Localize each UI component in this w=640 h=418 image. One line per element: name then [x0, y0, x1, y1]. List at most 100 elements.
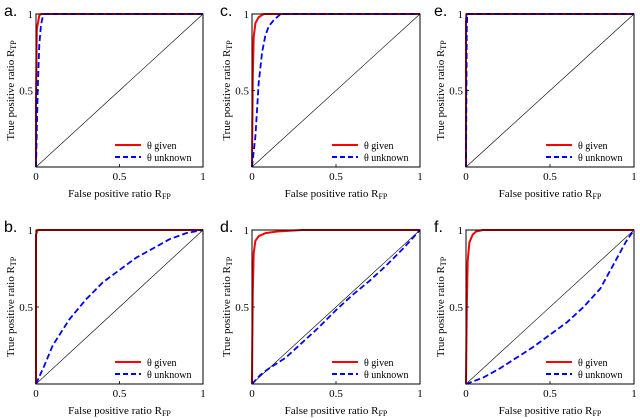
x-axis-label-main: False positive ratio R: [499, 188, 593, 200]
x-tick-label: 0: [249, 171, 255, 183]
x-axis-label-subscript: FP: [378, 192, 387, 201]
x-tick-label: 0.5: [543, 388, 557, 400]
x-tick-label: 0.5: [113, 171, 127, 183]
y-axis-label-main: True positive ratio R: [435, 49, 447, 141]
legend-label: θ given: [364, 141, 394, 152]
y-axis-label: True positive ratio RTP: [5, 256, 18, 357]
y-axis-label: True positive ratio RTP: [435, 40, 448, 141]
legend-label: θ given: [147, 141, 177, 152]
x-axis-label: False positive ratio RFP: [285, 188, 388, 201]
y-axis-label-subscript: TP: [439, 40, 448, 50]
diagonal-reference-line: [35, 229, 204, 385]
y-axis-label-subscript: TP: [9, 256, 18, 266]
panel-label: b.: [4, 219, 17, 236]
y-tick-label: 1: [458, 9, 464, 21]
legend-label: θ given: [364, 358, 394, 369]
x-axis-label: False positive ratio RFP: [499, 405, 602, 418]
x-tick-label: 0: [463, 171, 469, 183]
y-axis-label-main: True positive ratio R: [221, 266, 233, 358]
y-axis-label-main: True positive ratio R: [221, 49, 233, 141]
x-axis-label-main: False positive ratio R: [499, 405, 593, 417]
x-axis-label: False positive ratio RFP: [285, 405, 388, 418]
x-axis-label-main: False positive ratio R: [285, 188, 379, 200]
legend-label: θ unknown: [147, 370, 192, 381]
y-tick-label: 1: [244, 225, 250, 237]
legend-label: θ given: [578, 141, 608, 152]
legend-label: θ unknown: [578, 153, 623, 164]
legend-box: [111, 353, 201, 381]
y-tick-label: 0.5: [235, 86, 249, 98]
diagonal-reference-line: [35, 13, 204, 168]
y-axis-label: True positive ratio RTP: [221, 256, 234, 357]
series-line-theta-unknown: [465, 229, 635, 385]
x-tick-label: 1: [200, 388, 206, 400]
legend-label: θ unknown: [578, 370, 623, 381]
x-tick-label: 1: [417, 171, 423, 183]
x-axis-label-subscript: FP: [378, 409, 387, 418]
x-axis-label-main: False positive ratio R: [68, 188, 162, 200]
y-tick-label: 1: [28, 225, 34, 237]
x-tick-label: 1: [631, 388, 637, 400]
x-tick-label: 0.5: [543, 171, 557, 183]
x-tick-label: 0: [463, 388, 469, 400]
series-line-theta-unknown: [35, 229, 204, 385]
legend-label: θ unknown: [364, 370, 409, 381]
legend-box: [542, 353, 632, 381]
x-tick-label: 0.5: [329, 171, 343, 183]
legend-box: [542, 136, 632, 164]
legend-label: θ unknown: [364, 153, 409, 164]
series-line-theta-unknown: [251, 13, 420, 168]
panel-label: a.: [4, 3, 17, 20]
y-axis-label-main: True positive ratio R: [5, 49, 17, 141]
y-tick-label: 1: [28, 9, 34, 21]
panel-e: 0 0.5 1 0.5 1 False positive ratio RFP True po…: [434, 3, 637, 201]
y-tick-label: 0.5: [235, 302, 249, 314]
diagonal-reference-line: [251, 13, 421, 168]
y-axis-label: True positive ratio RTP: [221, 40, 234, 141]
panel-label: e.: [434, 3, 447, 20]
legend-box: [328, 136, 418, 164]
y-axis-label-subscript: TP: [225, 40, 234, 50]
y-axis-label: True positive ratio RTP: [5, 40, 18, 141]
y-tick-label: 0.5: [449, 86, 463, 98]
legend-box: [111, 136, 201, 164]
legend-label: θ given: [578, 358, 608, 369]
x-axis-label: False positive ratio RFP: [68, 188, 171, 201]
x-axis-label-subscript: FP: [162, 409, 171, 418]
y-axis-label-subscript: TP: [439, 256, 448, 266]
x-axis-label: False positive ratio RFP: [68, 405, 171, 418]
y-tick-label: 1: [244, 9, 250, 21]
y-axis-label: True positive ratio RTP: [435, 256, 448, 357]
diagonal-reference-line: [251, 229, 421, 385]
x-axis-label-subscript: FP: [162, 192, 171, 201]
x-tick-label: 1: [631, 171, 637, 183]
legend-label: θ given: [147, 358, 177, 369]
legend-box: [328, 353, 418, 381]
x-tick-label: 1: [417, 388, 423, 400]
y-axis-label-subscript: TP: [9, 40, 18, 50]
y-tick-label: 0.5: [19, 302, 33, 314]
y-axis-label-subscript: TP: [225, 256, 234, 266]
x-tick-label: 0: [249, 388, 255, 400]
x-axis-label-subscript: FP: [592, 409, 601, 418]
y-tick-label: 0.5: [19, 86, 33, 98]
x-tick-label: 1: [200, 171, 206, 183]
panel-label: c.: [220, 3, 232, 20]
panel-a: 0 0.5 1 0.5 1 False positive ratio RFP True po…: [4, 3, 206, 201]
x-axis-label-main: False positive ratio R: [68, 405, 162, 417]
x-tick-label: 0.5: [329, 388, 343, 400]
panel-d: 0 0.5 1 0.5 1 False positive ratio RFP True po…: [220, 219, 423, 418]
panel-f: 0 0.5 1 0.5 1 False positive ratio RFP True po…: [434, 219, 637, 418]
diagonal-reference-line: [465, 229, 635, 385]
legend-label: θ unknown: [147, 153, 192, 164]
x-tick-label: 0: [33, 171, 39, 183]
series-line-theta-unknown: [251, 229, 421, 385]
y-axis-label-main: True positive ratio R: [435, 266, 447, 358]
y-tick-label: 1: [458, 225, 464, 237]
x-axis-label-subscript: FP: [592, 192, 601, 201]
x-axis-label-main: False positive ratio R: [285, 405, 379, 417]
panel-b: 0 0.5 1 0.5 1 False positive ratio RFP True po…: [4, 219, 206, 418]
panel-c: 0 0.5 1 0.5 1 False positive ratio RFP True po…: [220, 3, 423, 201]
diagonal-reference-line: [465, 13, 635, 168]
